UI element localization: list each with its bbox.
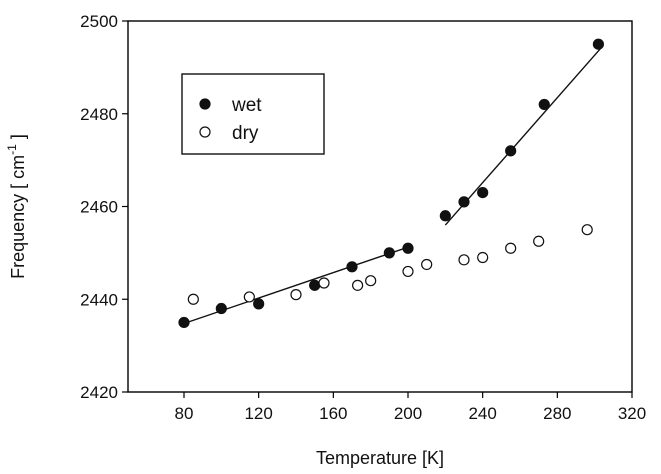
x-tick-label: 240 — [468, 404, 496, 423]
y-tick-label: 2480 — [80, 105, 118, 124]
wet-point — [403, 243, 413, 253]
wet-point — [347, 262, 357, 272]
fit-line — [445, 49, 600, 225]
wet-point — [593, 39, 603, 49]
x-tick-label: 280 — [543, 404, 571, 423]
y-tick-label: 2500 — [80, 12, 118, 31]
dry-point — [366, 276, 376, 286]
wet-point — [506, 146, 516, 156]
y-tick-label: 2440 — [80, 290, 118, 309]
wet-point — [216, 304, 226, 314]
wet-point — [459, 197, 469, 207]
wet-point — [478, 188, 488, 198]
dry-point — [459, 255, 469, 265]
legend-label-dry: dry — [232, 123, 259, 144]
wet-point — [179, 317, 189, 327]
dry-point — [506, 243, 516, 253]
dry-point — [478, 253, 488, 263]
dry-point — [534, 236, 544, 246]
wet-point — [440, 211, 450, 221]
legend-marker-dry — [200, 127, 210, 137]
dry-point — [319, 278, 329, 288]
legend-marker-wet — [200, 99, 210, 109]
y-axis-title-end: ] — [8, 134, 28, 144]
y-tick-label: 2460 — [80, 198, 118, 217]
y-axis-title-sup: -1 — [5, 144, 19, 155]
x-tick-label: 320 — [618, 404, 646, 423]
y-tick-label: 2420 — [80, 383, 118, 402]
x-tick-label: 120 — [244, 404, 272, 423]
dry-point — [582, 225, 592, 235]
dry-point — [403, 266, 413, 276]
dry-point — [291, 290, 301, 300]
wet-point — [310, 280, 320, 290]
dry-point — [188, 294, 198, 304]
y-axis-title-main: Frequency [ cm — [8, 155, 28, 279]
y-axis-title: Frequency [ cm-1 ] — [5, 134, 28, 279]
fit-line — [180, 246, 411, 325]
x-tick-label: 200 — [394, 404, 422, 423]
x-axis-title: Temperature [K] — [316, 448, 444, 468]
wet-point — [539, 99, 549, 109]
dry-point — [244, 292, 254, 302]
wet-point — [254, 299, 264, 309]
axes: 80 120 160 200 240 280 320 2420 2440 2460 2480 2500 — [80, 12, 646, 423]
legend: wet dry — [182, 74, 324, 154]
x-tick-label: 80 — [175, 404, 194, 423]
wet-point — [384, 248, 394, 258]
x-tick-label: 160 — [319, 404, 347, 423]
dry-point — [422, 259, 432, 269]
legend-label-wet: wet — [231, 95, 262, 116]
dry-point — [353, 280, 363, 290]
